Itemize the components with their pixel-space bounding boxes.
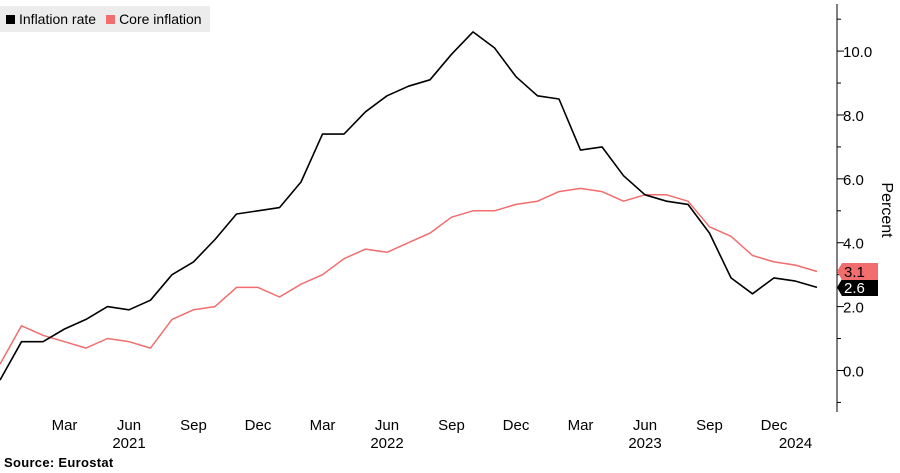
legend-item-core-inflation: Core inflation (106, 11, 202, 27)
x-tick-label-month: Sep (696, 417, 723, 434)
y-tick-label: 0.0 (843, 363, 864, 380)
source-note: Source: Eurostat (4, 455, 114, 470)
y-tick-label: 8.0 (843, 108, 864, 125)
legend-swatch-inflation-rate (6, 14, 15, 24)
x-tick-label-year: 2024 (779, 435, 812, 452)
x-tick-label-month: Mar (52, 417, 78, 434)
legend-swatch-core-inflation (106, 14, 116, 24)
legend-label-core-inflation: Core inflation (119, 11, 202, 27)
legend-item-inflation-rate: Inflation rate (6, 11, 96, 27)
end-value-label-inflation-rate: 2.6 (844, 280, 865, 297)
x-tick-label-month: Jun (633, 417, 657, 434)
x-tick-label-month: Dec (245, 417, 272, 434)
x-tick-label-month: Mar (310, 417, 336, 434)
series-line-inflation-rate (0, 31, 818, 381)
end-value-tag-core-inflation: 3.1 (837, 262, 878, 281)
y-axis-title: Percent (878, 182, 895, 238)
end-value-tag-shape (837, 262, 878, 280)
x-tick-label-month: Jun (117, 417, 141, 434)
legend-label-inflation-rate: Inflation rate (19, 11, 97, 27)
end-value-tag-inflation-rate: 2.6 (837, 278, 878, 297)
end-value-label-core-inflation: 3.1 (844, 264, 865, 281)
x-tick-label-month: Sep (180, 417, 207, 434)
x-tick-label-month: Dec (503, 417, 530, 434)
x-tick-label-month: Jun (375, 417, 399, 434)
x-tick-label-year: 2023 (628, 435, 661, 452)
chart-legend: Inflation rate Core inflation (0, 6, 210, 32)
y-tick-label: 2.0 (843, 300, 864, 317)
series-line-core-inflation (0, 187, 818, 365)
y-tick-label: 6.0 (843, 172, 864, 189)
x-tick-label-month: Mar (568, 417, 594, 434)
x-tick-label-month: Sep (438, 417, 465, 434)
x-tick-label-year: 2022 (370, 435, 403, 452)
x-tick-label-year: 2021 (112, 435, 145, 452)
y-tick-label: 4.0 (843, 236, 864, 253)
y-tick-label: 10.0 (843, 44, 872, 61)
end-value-tag-shape (837, 278, 878, 296)
x-tick-label-month: Dec (761, 417, 788, 434)
